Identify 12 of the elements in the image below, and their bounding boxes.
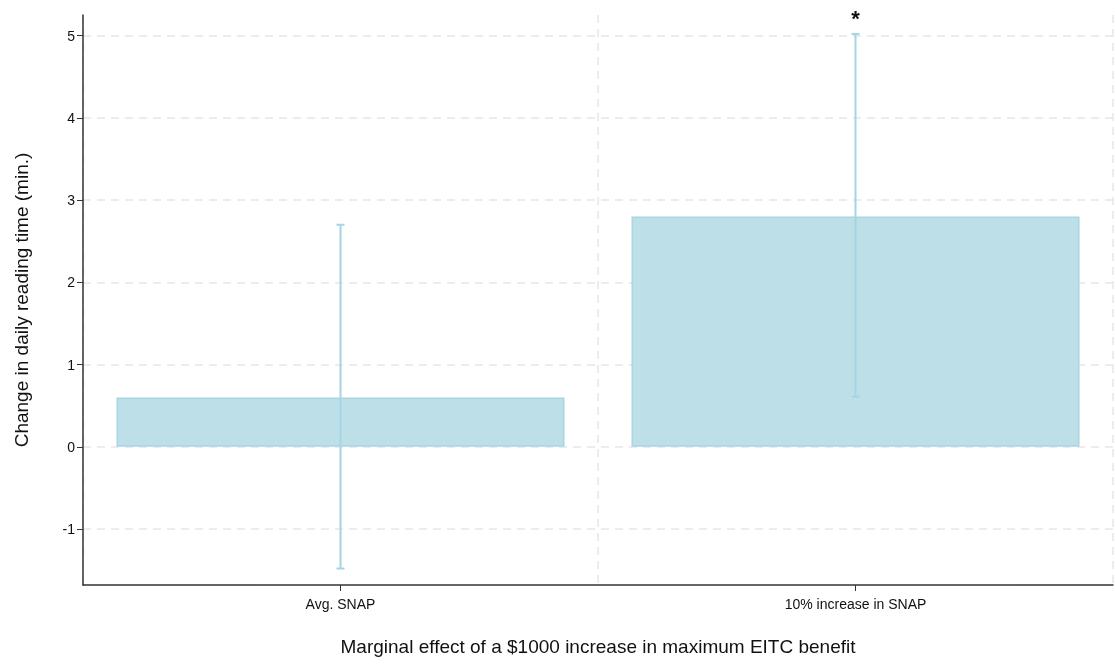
x-axis-title: Marginal effect of a $1000 increase in maximum EITC benefit [340,636,857,657]
y-tick-label: 0 [67,438,76,455]
y-tick-label: 3 [67,192,76,209]
x-tick-label: 10% increase in SNAP [784,596,927,612]
y-tick-label: 4 [67,109,76,126]
y-axis-title: Change in daily reading time (min.) [11,152,32,448]
y-tick-label: -1 [62,521,76,538]
annotation: * [851,6,861,32]
y-tick-label: 1 [67,356,76,373]
y-tick-label: 5 [67,27,76,44]
x-tick-label: Avg. SNAP [305,596,376,612]
y-tick-label: 2 [67,274,76,291]
